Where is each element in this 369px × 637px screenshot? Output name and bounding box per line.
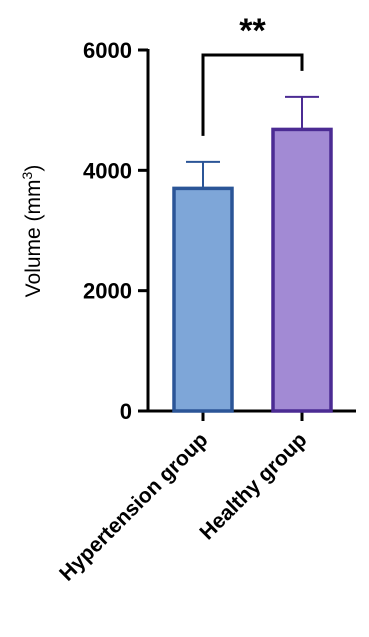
bar-healthy-group <box>271 127 333 413</box>
x-tick-label: Hypertension group <box>55 428 212 585</box>
y-axis-label: Volume (mm3) <box>19 165 45 298</box>
significance-label: ** <box>239 12 266 50</box>
y-tick-label: 4000 <box>83 158 132 183</box>
y-tick-label: 2000 <box>83 279 132 304</box>
x-tick-label: Healthy group <box>195 428 311 544</box>
significance-bracket-line <box>201 53 304 136</box>
chart-error-bars <box>186 95 319 189</box>
significance-bracket: ** <box>201 12 304 136</box>
y-tick-label: 6000 <box>83 38 132 63</box>
bar-hypertension-group <box>172 186 234 413</box>
chart-bars <box>172 127 333 413</box>
y-tick-label: 0 <box>120 399 132 424</box>
